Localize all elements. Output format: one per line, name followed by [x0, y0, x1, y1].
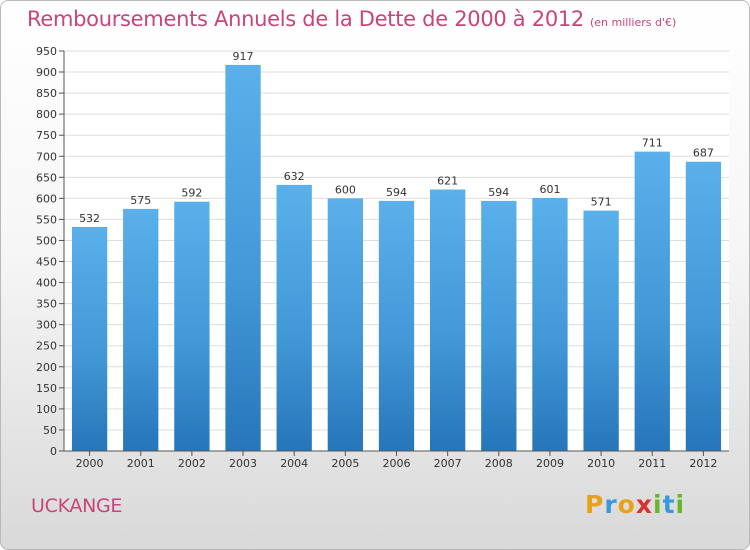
bar [634, 151, 670, 451]
y-tick-label: 50 [43, 424, 57, 437]
bar-value-label: 687 [693, 147, 714, 160]
y-tick-label: 350 [36, 298, 57, 311]
x-tick-label: 2000 [76, 457, 104, 470]
y-tick-label: 500 [36, 234, 57, 247]
bar [327, 198, 363, 451]
y-tick-label: 250 [36, 340, 57, 353]
x-tick-label: 2004 [280, 457, 308, 470]
logo-letter: o [617, 490, 636, 519]
y-tick-label: 100 [36, 403, 57, 416]
bar-value-label: 917 [233, 50, 254, 63]
bar [481, 200, 517, 451]
bar-value-label: 592 [181, 187, 202, 200]
bar [685, 161, 722, 451]
x-tick-label: 2008 [485, 457, 513, 470]
x-tick-label: 2006 [383, 457, 411, 470]
logo-letter: x [635, 490, 653, 519]
logo-letter: r [604, 490, 618, 519]
x-tick-label: 2001 [127, 457, 155, 470]
bar [71, 227, 108, 451]
y-axis-ticks: 0 50 100 150 200 250 300 350 400 450 500 550 600 650 7… [36, 45, 64, 458]
y-tick-label: 650 [36, 171, 57, 184]
y-tick-label: 200 [36, 361, 57, 374]
y-tick-label: 900 [36, 66, 57, 79]
bar [123, 208, 159, 451]
y-tick-label: 850 [36, 87, 57, 100]
x-tick-label: 2003 [229, 457, 257, 470]
bar [225, 64, 261, 451]
logo-letter: i [653, 490, 663, 519]
x-tick-label: 2007 [434, 457, 462, 470]
bar-value-label: 601 [539, 183, 560, 196]
chart-title: Remboursements Annuels de la Dette de 20… [27, 7, 676, 31]
bar [276, 184, 312, 452]
y-tick-label: 700 [36, 150, 57, 163]
logo-letter: P [585, 490, 605, 519]
y-tick-label: 450 [36, 256, 57, 269]
bar-value-label: 575 [130, 194, 151, 207]
bar [378, 200, 415, 451]
y-tick-label: 300 [36, 319, 57, 332]
y-tick-label: 800 [36, 108, 57, 121]
bar-value-label: 532 [79, 212, 100, 225]
bar [430, 189, 466, 452]
x-tick-label: 2011 [638, 457, 666, 470]
bar [174, 201, 210, 451]
logo-letter: i [675, 490, 686, 519]
x-tick-label: 2009 [536, 457, 564, 470]
y-tick-label: 400 [36, 277, 57, 290]
x-axis-ticks: 2000 2001 2002 2003 2004 2005 2006 2007 2008 2009… [76, 451, 717, 470]
bar-value-label: 711 [642, 137, 663, 150]
bars: 532 575 592 917 632 600 594 621 594 601 571 711 687 [71, 50, 722, 452]
bar-value-label: 594 [386, 186, 407, 199]
bar-value-label: 600 [335, 183, 356, 196]
x-tick-label: 2002 [178, 457, 206, 470]
chart-subtitle: (en milliers d'€) [590, 16, 677, 29]
bar [583, 210, 619, 451]
x-tick-label: 2012 [689, 457, 717, 470]
logo-letter: t [662, 490, 676, 519]
y-tick-label: 950 [36, 45, 57, 58]
y-tick-label: 750 [36, 129, 57, 142]
bar-value-label: 594 [488, 186, 509, 199]
city-name: UCKANGE [31, 495, 123, 517]
y-tick-label: 600 [36, 192, 57, 205]
y-tick-label: 550 [36, 213, 57, 226]
bar-value-label: 632 [284, 170, 305, 183]
bar-value-label: 621 [437, 175, 458, 188]
bar-value-label: 571 [591, 196, 612, 209]
bar [532, 197, 568, 451]
chart-title-text: Remboursements Annuels de la Dette de 20… [27, 7, 584, 31]
x-tick-label: 2010 [587, 457, 615, 470]
proxiti-logo: Proxiti [585, 490, 685, 519]
y-tick-label: 150 [36, 382, 57, 395]
y-tick-label: 0 [50, 445, 57, 458]
x-tick-label: 2005 [331, 457, 359, 470]
